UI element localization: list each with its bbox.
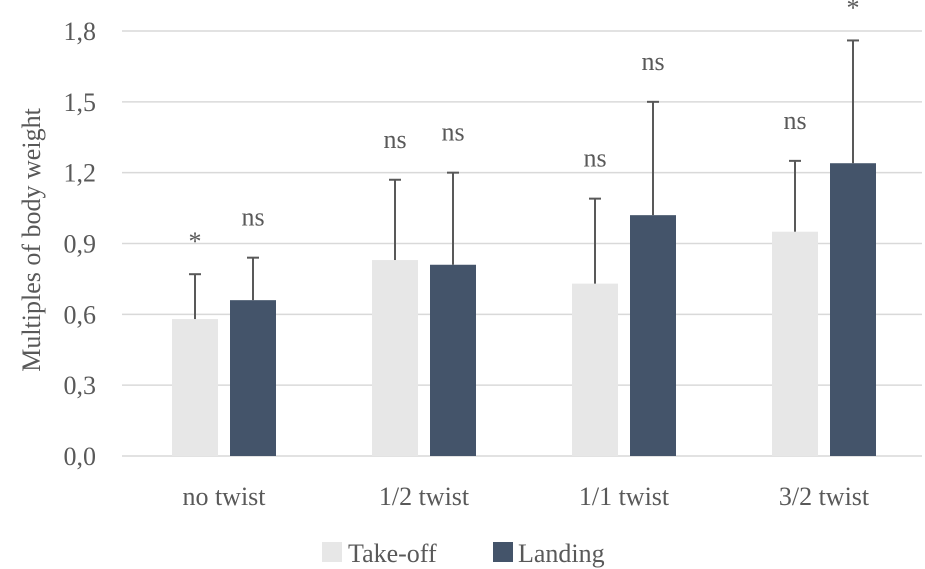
significance-label: ns: [583, 144, 606, 173]
x-category-label: 1/2 twist: [379, 482, 470, 511]
bar-landing-3: [830, 163, 876, 456]
y-tick-label: 1,5: [64, 88, 97, 117]
y-tick-label: 1,8: [64, 17, 97, 46]
significance-label: ns: [783, 106, 806, 135]
legend-label-landing: Landing: [518, 539, 605, 568]
y-tick-label: 0,3: [64, 371, 97, 400]
bar-landing-1: [430, 264, 476, 456]
bar-take-off-2: [572, 283, 618, 456]
significance-labels: * ns ns ns ns ns ns *: [189, 0, 860, 256]
y-axis-title: Multiples of body weight: [17, 107, 46, 371]
bar-landing-2: [630, 215, 676, 456]
legend-label-take-off: Take-off: [348, 539, 437, 568]
bar-take-off-3: [772, 231, 818, 456]
error-bars: [189, 39, 859, 320]
y-tick-label: 0,9: [64, 230, 97, 259]
bar-take-off-0: [172, 319, 218, 456]
x-category-label: 1/1 twist: [579, 482, 670, 511]
y-axis-ticks: 0,0 0,3 0,6 0,9 1,2 1,5 1,8: [64, 17, 97, 471]
significance-label: ns: [441, 118, 464, 147]
x-category-label: 3/2 twist: [779, 482, 870, 511]
x-category-label: no twist: [182, 482, 266, 511]
legend-swatch-take-off: [322, 542, 342, 562]
legend: Take-off Landing: [322, 539, 605, 568]
significance-label: ns: [383, 125, 406, 154]
significance-label: ns: [641, 47, 664, 76]
legend-swatch-landing: [493, 542, 513, 562]
significance-label: *: [847, 0, 860, 22]
bar-landing-0: [230, 300, 276, 456]
significance-label: ns: [241, 203, 264, 232]
significance-label: *: [189, 227, 202, 256]
x-axis-categories: no twist 1/2 twist 1/1 twist 3/2 twist: [182, 482, 869, 511]
y-tick-label: 0,6: [64, 300, 97, 329]
bar-take-off-1: [372, 260, 418, 456]
bars: [172, 163, 876, 456]
y-tick-label: 1,2: [64, 159, 97, 188]
y-tick-label: 0,0: [64, 442, 97, 471]
